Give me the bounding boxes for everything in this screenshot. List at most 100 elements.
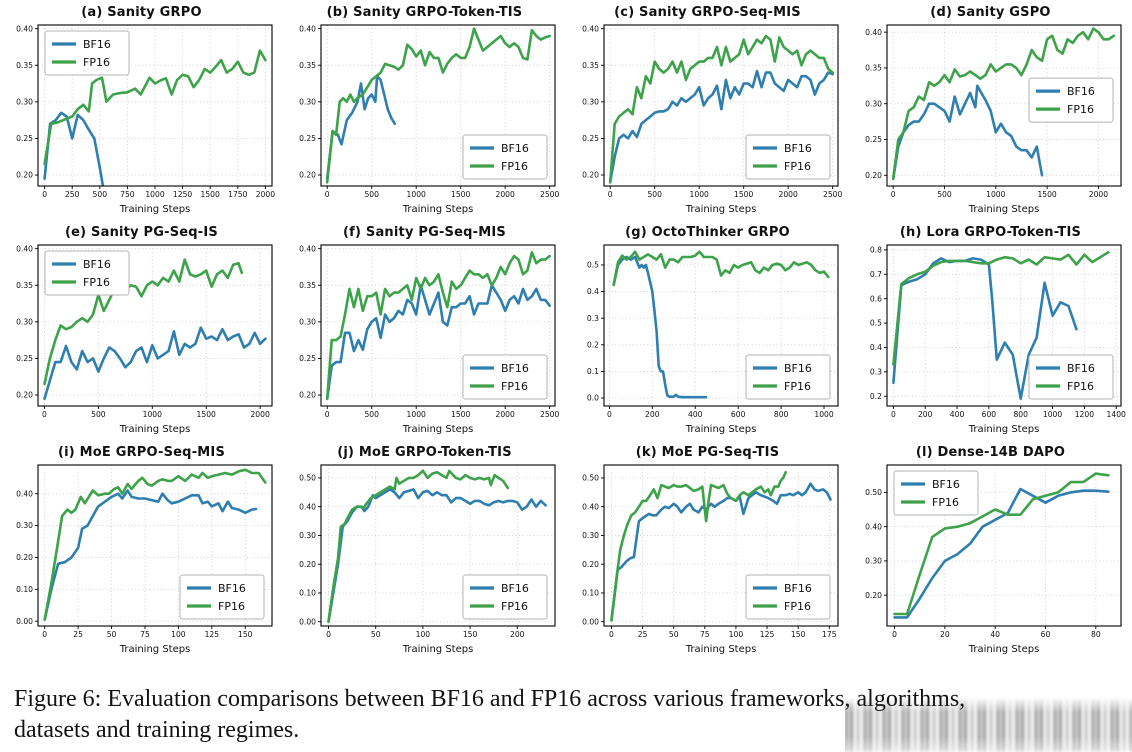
x-tick-label: 0 [608,190,613,199]
chart-canvas: 0 500 1000 1500 2000 2500 0.20 0.25 0.30 0.35 0.40… [299,244,559,435]
chart-title: (l) Dense-14B DAPO [915,445,1066,460]
legend-label: FP16 [501,600,528,613]
y-tick-label: 0.00 [582,617,599,626]
chart-title: (c) Sanity GRPO-Seq-MIS [614,5,801,20]
subplot-g: (g) OctoThinker GRPO 0 200 400 600 800 1000 0.0… [566,220,849,440]
y-tick-label: 0.0 [587,394,599,403]
chart-title: (e) Sanity PG-Seq-IS [65,225,218,240]
chart-canvas: 0 200 400 600 800 1000 1200 1400 0.2 0.3 0.4 0.5 0.6… [870,244,1126,435]
legend: BF16 FP16 [44,250,130,296]
x-tick-label: 800 [774,410,789,419]
y-tick-label: 0.40 [299,502,316,511]
y-tick-label: 0.40 [582,24,599,33]
legend-label: BF16 [501,362,529,375]
subplot-i: (i) MoE GRPO-Seq-MIS 0 25 50 75 100 125 150 0.00… [0,440,283,660]
y-tick-label: 0.30 [865,99,882,108]
y-tick-label: 0.25 [865,135,882,144]
x-tick-label: 500 [364,410,379,419]
y-tick-label: 0.30 [16,97,33,106]
legend: BF16 FP16 [179,574,265,620]
x-tick-label: 50 [107,630,117,639]
y-tick-label: 0.30 [299,317,316,326]
x-tick-label: 0 [607,410,612,419]
x-tick-label: 1500 [197,410,216,419]
x-tick-label: 500 [647,190,662,199]
x-tick-label: 2000 [250,410,269,419]
x-tick-label: 75 [140,630,150,639]
chart-canvas: 0 25 50 75 100 125 150 175 0.00 0.10 0.20 0.30 0.40 0… [582,464,839,655]
chart-canvas: 0 500 1000 1500 2000 2500 0.20 0.25 0.30 0.35 0.40… [299,24,559,215]
x-tick-label: 0 [892,630,897,639]
y-tick-label: 0.40 [865,522,882,531]
x-tick-label: 1000 [407,190,426,199]
legend-label: BF16 [932,478,960,491]
x-tick-label: 600 [982,410,997,419]
x-tick-label: 150 [238,630,253,639]
x-tick-label: 1400 [1107,410,1126,419]
x-tick-label: 0 [42,190,47,199]
series-line-fp16 [43,468,267,621]
x-tick-label: 800 [1013,410,1028,419]
x-tick-label: 1500 [451,410,470,419]
legend: BF16 FP16 [745,134,831,180]
x-tick-label: 0 [42,410,47,419]
legend-label: FP16 [83,56,110,69]
y-tick-label: 0.8 [870,245,882,254]
series-line-bf16 [610,482,832,622]
x-tick-label: 200 [918,410,933,419]
x-tick-label: 0 [891,410,896,419]
chart-title: (h) Lora GRPO-Token-TIS [899,225,1082,240]
series-line-fp16 [325,27,552,184]
x-tick-label: 0 [325,410,330,419]
y-tick-label: 0.20 [16,391,33,400]
y-tick-label: 0.4 [587,287,599,296]
x-tick-label: 2500 [540,410,559,419]
chart-title: (j) MoE GRPO-Token-TIS [337,445,512,460]
x-tick-label: 40 [990,630,1000,639]
figure-caption-line1: Figure 6: Evaluation comparisons between… [14,686,966,712]
y-tick-label: 0.25 [582,134,599,143]
x-tick-label: 1000 [986,190,1005,199]
x-axis-label: Training Steps [968,644,1040,655]
x-tick-label: 50 [669,630,679,639]
legend-label: FP16 [83,276,110,289]
y-tick-label: 0.00 [299,617,316,626]
y-tick-label: 0.00 [16,617,33,626]
x-tick-label: 50 [371,630,381,639]
x-tick-label: 500 [937,190,952,199]
chart-title: (k) MoE PG-Seq-TIS [635,445,780,460]
legend: BF16 FP16 [1028,77,1114,123]
series-line-bf16 [325,74,397,180]
chart-title: (f) Sanity PG-Seq-MIS [343,225,506,240]
legend-label: FP16 [784,160,811,173]
y-tick-label: 0.20 [16,553,33,562]
x-tick-label: 1500 [201,190,220,199]
legend-label: FP16 [501,380,528,393]
x-axis-label: Training Steps [119,644,191,655]
legend: BF16 FP16 [1028,354,1114,400]
y-tick-label: 0.25 [16,354,33,363]
y-tick-label: 0.20 [582,171,599,180]
y-tick-label: 0.5 [587,261,599,270]
legend-label: BF16 [501,582,529,595]
series-line-bf16 [612,255,708,399]
chart-title: (i) MoE GRPO-Seq-MIS [57,445,226,460]
x-tick-label: 175 [822,630,837,639]
x-tick-label: 500 [93,190,108,199]
x-tick-label: 1000 [814,410,833,419]
series-line-fp16 [43,49,267,166]
x-tick-label: 2500 [823,190,842,199]
series-line-bf16 [43,326,267,400]
legend-label: FP16 [784,380,811,393]
series-line-bf16 [608,69,835,184]
x-tick-label: 125 [205,630,220,639]
y-tick-label: 0.50 [299,474,316,483]
y-tick-label: 0.35 [299,281,316,290]
subplot-k: (k) MoE PG-Seq-TIS 0 25 50 75 100 125 150 175 0.0… [566,440,849,660]
chart-title: (b) Sanity GRPO-Token-TIS [326,5,523,20]
chart-canvas: 0 20 40 60 80 0.20 0.30 0.40 0.50 BF16 FP16 Trainin… [865,464,1122,655]
x-tick-label: 400 [688,410,703,419]
x-tick-label: 0 [42,630,47,639]
chart-canvas: 0 500 1000 1500 2000 0.20 0.25 0.30 0.35 0.40 BF16… [865,24,1122,215]
x-axis-label: Training Steps [685,644,757,655]
